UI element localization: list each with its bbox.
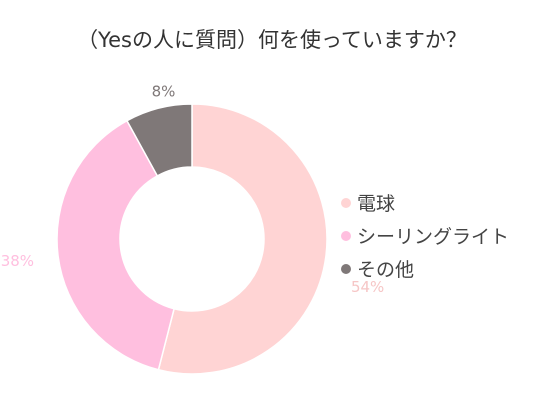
legend-marker-1 [341, 198, 351, 208]
percentage-label-2: 38% [1, 252, 34, 270]
donut-slice-2 [56, 119, 176, 371]
legend-label-2: シーリングライト [357, 226, 509, 248]
chart-title: （Yesの人に質問）何を使っていますか？ [77, 28, 467, 52]
donut-slice-1 [157, 103, 328, 375]
percentage-labels: 54% 38% 8% [1, 83, 385, 296]
percentage-label-3: 8% [152, 83, 176, 101]
legend-marker-2 [341, 231, 351, 241]
legend-label-3: その他 [357, 259, 414, 281]
legend-marker-3 [341, 264, 351, 274]
donut-slice-3 [125, 103, 193, 177]
donut-slices [56, 103, 328, 375]
percentage-label-1: 54% [351, 278, 384, 296]
legend-label-1: 電球 [357, 193, 395, 215]
